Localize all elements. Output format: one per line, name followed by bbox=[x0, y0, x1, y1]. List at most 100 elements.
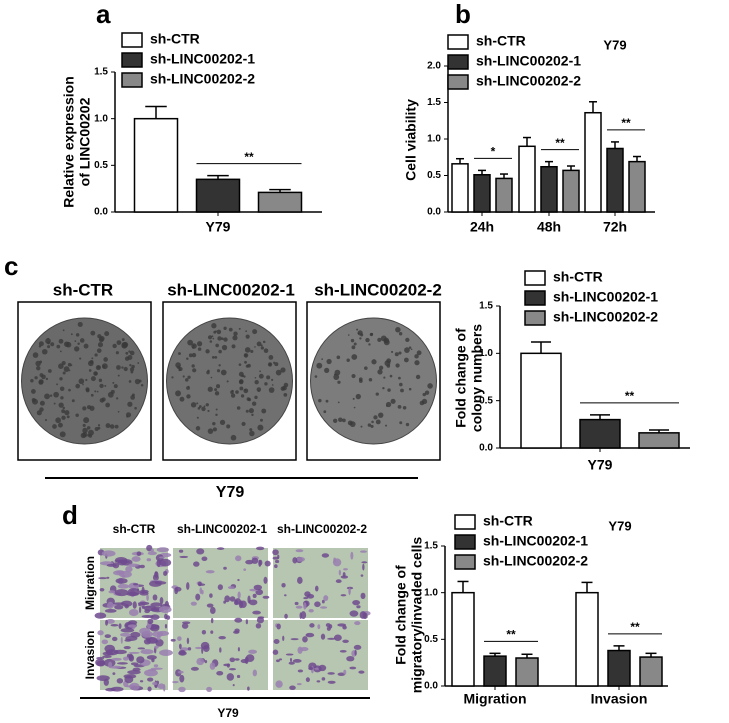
cell bbox=[308, 666, 314, 671]
colony bbox=[58, 363, 64, 369]
cell bbox=[206, 686, 213, 692]
colony bbox=[231, 344, 236, 349]
cell bbox=[146, 558, 152, 562]
colony bbox=[207, 386, 213, 392]
cell bbox=[290, 638, 299, 641]
cell bbox=[102, 655, 112, 659]
colony bbox=[59, 377, 63, 381]
y-tick-label: 1.0 bbox=[424, 587, 438, 598]
colony bbox=[90, 330, 96, 336]
image-label: sh-LINC00202-1 bbox=[167, 280, 295, 299]
colony bbox=[264, 382, 268, 386]
colony bbox=[128, 380, 132, 383]
colony bbox=[61, 415, 66, 420]
cell bbox=[181, 623, 189, 629]
colony bbox=[182, 375, 185, 378]
colony bbox=[359, 379, 363, 383]
cell bbox=[132, 583, 139, 586]
cell bbox=[262, 595, 270, 599]
colony bbox=[207, 409, 210, 413]
bar bbox=[575, 591, 599, 687]
colony bbox=[62, 371, 66, 375]
cell bbox=[303, 602, 307, 610]
panel-label: a bbox=[96, 0, 111, 29]
legend-label: sh-LINC00202-1 bbox=[476, 53, 581, 69]
cell bbox=[343, 669, 347, 675]
bar bbox=[584, 111, 602, 213]
cell bbox=[296, 683, 302, 686]
cell bbox=[360, 592, 366, 600]
colony bbox=[215, 408, 218, 411]
colony bbox=[58, 422, 63, 428]
cell bbox=[288, 661, 295, 665]
colony bbox=[338, 417, 343, 423]
bar bbox=[483, 655, 507, 687]
colony bbox=[96, 348, 102, 353]
colony bbox=[105, 423, 111, 429]
significance-label: ** bbox=[244, 150, 254, 164]
cell bbox=[308, 608, 314, 613]
cell bbox=[141, 630, 153, 638]
colony bbox=[259, 418, 263, 422]
y-axis-label: Cell viability bbox=[403, 99, 419, 181]
cell bbox=[245, 559, 254, 565]
cell bbox=[309, 623, 315, 628]
colony bbox=[385, 424, 388, 427]
colony bbox=[90, 376, 96, 382]
colony bbox=[79, 357, 82, 360]
colony bbox=[214, 355, 218, 359]
colony bbox=[206, 370, 210, 375]
colony bbox=[349, 421, 356, 428]
colony bbox=[260, 346, 264, 350]
colony bbox=[219, 419, 226, 426]
cell bbox=[186, 637, 190, 644]
colony bbox=[262, 340, 266, 344]
colony bbox=[61, 409, 66, 414]
colony bbox=[96, 390, 99, 393]
colony bbox=[266, 375, 271, 380]
legend-swatch bbox=[524, 290, 546, 306]
x-tick-label: 72h bbox=[603, 219, 627, 235]
cell bbox=[117, 584, 130, 589]
colony bbox=[188, 353, 193, 358]
colony bbox=[60, 396, 64, 400]
cell bbox=[140, 649, 154, 655]
cell bbox=[113, 649, 127, 655]
bar bbox=[133, 117, 179, 213]
colony bbox=[215, 330, 217, 333]
cell bbox=[300, 611, 307, 619]
colony bbox=[205, 403, 209, 407]
colony bbox=[175, 390, 182, 397]
bar bbox=[638, 432, 680, 449]
colony bbox=[391, 350, 394, 353]
cell bbox=[164, 613, 168, 620]
legend-label: sh-LINC00202-2 bbox=[553, 309, 658, 325]
cell bbox=[235, 555, 242, 562]
colony bbox=[66, 415, 70, 419]
colony bbox=[130, 370, 134, 374]
colony bbox=[373, 415, 378, 420]
cell bbox=[112, 672, 116, 676]
colony bbox=[209, 340, 213, 343]
colony bbox=[371, 420, 374, 424]
cell bbox=[179, 555, 189, 559]
colony bbox=[283, 382, 289, 388]
cell bbox=[190, 666, 199, 671]
cell bbox=[157, 683, 165, 690]
colony bbox=[280, 367, 286, 373]
colony bbox=[220, 369, 227, 376]
bar bbox=[628, 160, 646, 213]
cell bbox=[146, 655, 157, 660]
colony bbox=[116, 340, 122, 345]
colony bbox=[185, 378, 189, 382]
cell bbox=[124, 638, 132, 642]
cell bbox=[255, 623, 262, 629]
cell bbox=[196, 548, 205, 555]
colony bbox=[53, 402, 56, 405]
plate bbox=[21, 317, 148, 445]
cell bbox=[337, 623, 347, 627]
colony bbox=[359, 337, 362, 340]
colony bbox=[125, 351, 129, 355]
colony bbox=[427, 383, 433, 389]
